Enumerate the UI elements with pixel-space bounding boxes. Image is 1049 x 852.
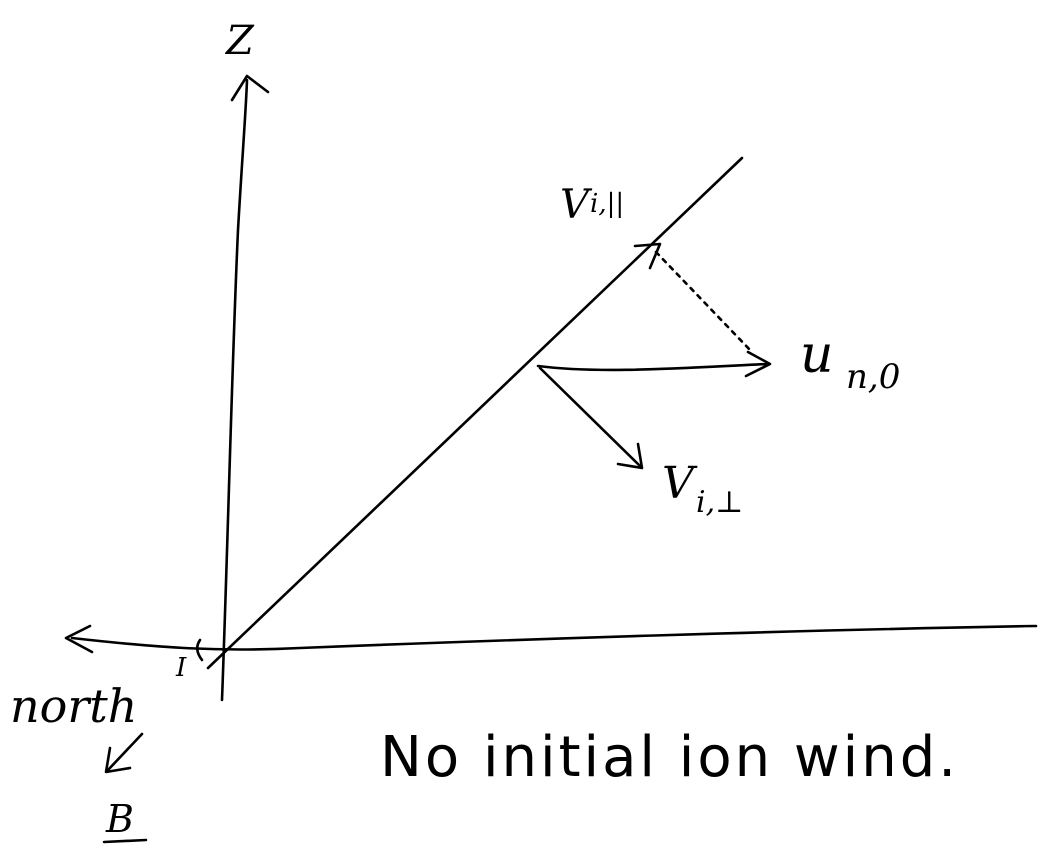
z-axis [220,78,249,702]
v-perp-subscript: i,⊥ [696,485,743,520]
u-neutral-subscript: n,0 [846,357,900,397]
b-arrow [106,732,144,772]
v-perp-arrowhead [616,442,644,470]
dip-angle-label: I [175,653,187,683]
north-label: north [10,679,137,733]
projection-dotted-line [654,250,754,354]
horizontal-axis [70,624,1038,651]
b-label: B [105,797,134,841]
u-neutral-label: u [800,325,834,385]
z-axis-label: Z [224,18,255,64]
v-parallel-subscript: i,|| [590,189,624,219]
dip-angle-arc [195,638,204,662]
field-line [206,156,744,670]
caption: No initial ion wind. [380,725,959,790]
u-neutral-arrowhead [744,350,772,378]
horizontal-axis-arrowhead [64,624,94,654]
v-parallel-arrowhead [633,242,662,270]
b-arrowhead [104,746,132,774]
v-parallel-label: V [560,182,593,228]
v-perp-arrow [538,366,642,468]
b-underline [102,838,148,844]
u-neutral-arrow [536,362,770,372]
z-axis-arrowhead [230,74,270,102]
v-perp-label: V [662,458,698,509]
